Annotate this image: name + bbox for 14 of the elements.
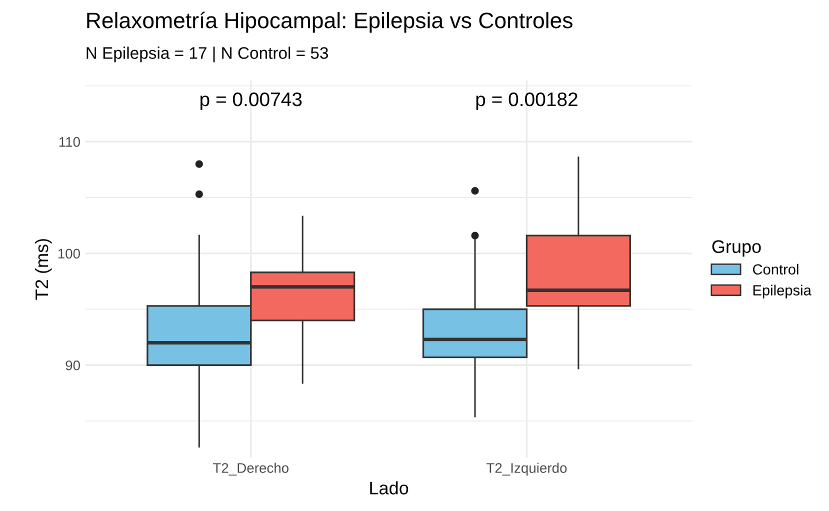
y-axis-title: T2 (ms) xyxy=(34,239,52,300)
chart-title: Relaxometría Hipocampal: Epilepsia vs Controles xyxy=(87,12,572,33)
y-tick-label: 100 xyxy=(58,248,80,259)
chart-subtitle: N Epilepsia = 17 | N Control = 53 xyxy=(86,46,328,62)
legend-label: Epilepsia xyxy=(753,284,812,298)
y-tick-label: 110 xyxy=(59,137,80,147)
x-axis-title: Lado xyxy=(370,481,408,494)
x-tick-label: T2_Derecho xyxy=(212,462,289,476)
annotation: p = 0.00182 xyxy=(476,92,578,110)
x-tick-label: T2_Izquierdo xyxy=(486,462,567,476)
y-tick-label: 90 xyxy=(66,360,80,370)
legend-label: Control xyxy=(752,264,798,275)
legend-title: Grupo xyxy=(712,240,761,257)
annotation: p = 0.00743 xyxy=(200,92,302,110)
